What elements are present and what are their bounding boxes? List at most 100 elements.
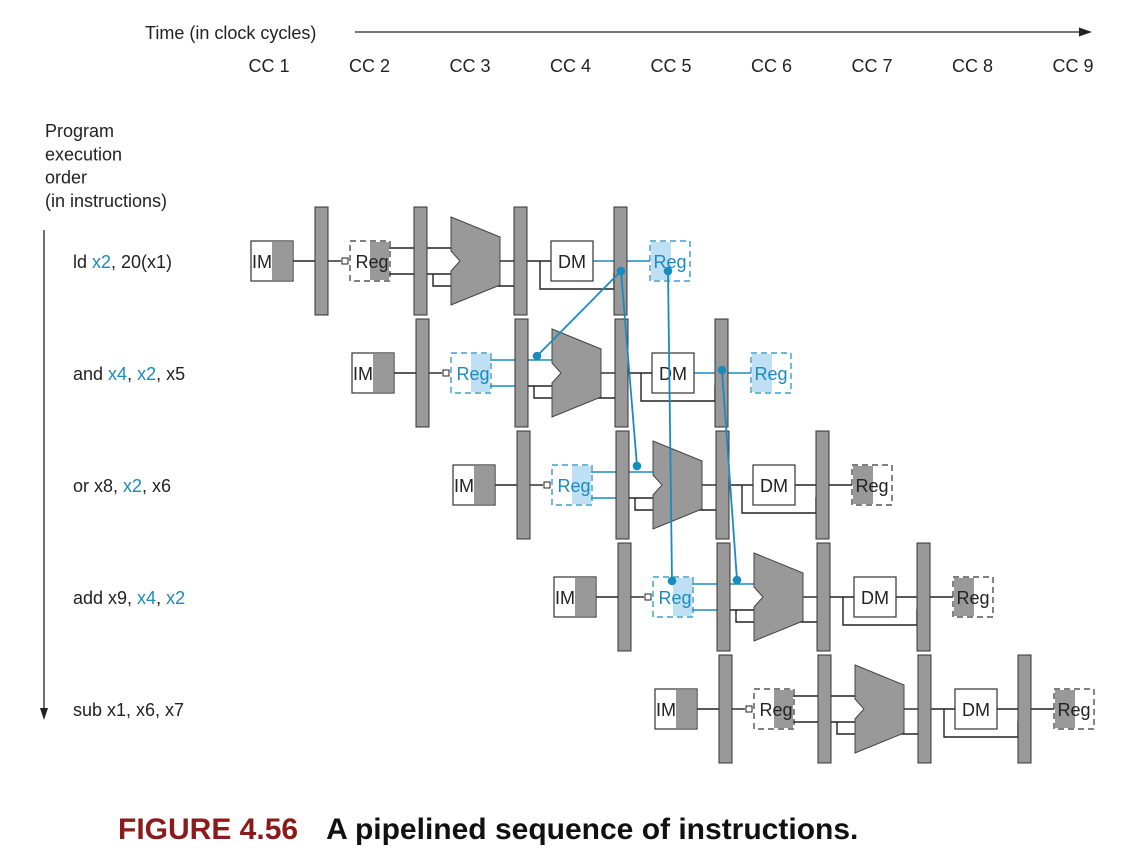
pipeline-register-bar [817, 654, 832, 764]
instruction-text: , 20(x1) [111, 252, 172, 272]
data-memory-box [954, 688, 998, 730]
pipeline-register-bar [916, 542, 931, 652]
instruction-text: , x5 [156, 364, 185, 384]
register-file-write-box [649, 240, 691, 282]
reg-read-shade [774, 690, 793, 728]
instruction-text: ld [73, 252, 92, 272]
reg-write-shade [752, 354, 772, 392]
pipeline-register-bar [413, 206, 428, 316]
register-highlight: x2 [137, 364, 156, 384]
forward-line [721, 369, 738, 581]
dm-label: DM [861, 588, 889, 608]
register-file-read-box [349, 240, 391, 282]
im-label: IM [252, 252, 272, 272]
dm-label: DM [962, 700, 990, 720]
figure-number: FIGURE 4.56 [118, 813, 299, 846]
reg-read-shade [572, 466, 591, 504]
pipeline-register-bar [615, 430, 630, 540]
im-label: IM [454, 476, 474, 496]
register-file-write-box [952, 576, 994, 618]
cycle-label: CC 2 [349, 56, 390, 76]
register-file-write-box [1053, 688, 1095, 730]
pipeline-register-bar [613, 206, 628, 316]
pipeline-register-bar [614, 318, 629, 428]
dm-label: DM [760, 476, 788, 496]
pipeline-register-bar [314, 206, 329, 316]
pipeline-register-bar [816, 542, 831, 652]
reg-port-icon [543, 481, 551, 489]
reg-read-shade [370, 242, 389, 280]
order-label-line: order [45, 168, 87, 188]
im-label: IM [353, 364, 373, 384]
forward-dot [732, 575, 742, 585]
alu-shape [652, 440, 703, 530]
register-file-read-box [551, 464, 593, 506]
cycle-label: CC 5 [650, 56, 691, 76]
instruction-text: and [73, 364, 108, 384]
pipeline-row: IM Reg DM Reg [654, 654, 1095, 764]
im-shade [373, 354, 393, 392]
im-label: IM [555, 588, 575, 608]
data-memory-box [550, 240, 594, 282]
order-label-line: execution [45, 144, 122, 164]
pipeline-row: IM Reg DM Reg [553, 542, 994, 652]
reg-write-shade [853, 466, 873, 504]
register-file-write-box [750, 352, 792, 394]
pipeline-register-bar [716, 542, 731, 652]
register-highlight: x4 [108, 364, 127, 384]
instruction-text: add x9, [73, 588, 137, 608]
register-highlight: x2 [166, 588, 185, 608]
reg-read-label: Reg [355, 252, 388, 272]
reg-write-label: Reg [653, 252, 686, 272]
forward-dot [632, 461, 642, 471]
reg-port-icon [745, 705, 753, 713]
reg-write-label: Reg [855, 476, 888, 496]
pipeline-register-bar [514, 318, 529, 428]
reg-read-shade [673, 578, 692, 616]
dm-label: DM [558, 252, 586, 272]
instruction-label: sub x1, x6, x7 [73, 700, 184, 720]
pipeline-register-bar [513, 206, 528, 316]
instruction-label: ld x2, 20(x1) [73, 252, 172, 272]
reg-read-label: Reg [456, 364, 489, 384]
order-label-line: (in instructions) [45, 191, 167, 211]
forward-line [536, 270, 622, 357]
register-file-write-box [851, 464, 893, 506]
forward-line [667, 270, 673, 582]
register-file-read-box [450, 352, 492, 394]
instruction-text: , [127, 364, 137, 384]
instruction-label: add x9, x4, x2 [73, 588, 185, 608]
im-shade [676, 690, 696, 728]
cycle-label: CC 9 [1052, 56, 1093, 76]
instruction-text: sub x1, x6, x7 [73, 700, 184, 720]
pipeline-row: IM Reg DM Reg [250, 206, 691, 316]
register-highlight: x4 [137, 588, 156, 608]
reg-read-label: Reg [658, 588, 691, 608]
cycle-label: CC 7 [851, 56, 892, 76]
forward-dot [616, 266, 626, 276]
cycle-label: CC 3 [449, 56, 490, 76]
forward-dot [663, 266, 673, 276]
reg-port-icon [644, 593, 652, 601]
time-arrowhead-icon [1079, 27, 1092, 37]
im-shade [474, 466, 494, 504]
register-highlight: x2 [123, 476, 142, 496]
forward-dot [717, 365, 727, 375]
instruction-text: , x6 [142, 476, 171, 496]
instruction-text: , [156, 588, 166, 608]
register-highlight: x2 [92, 252, 111, 272]
reg-write-shade [954, 578, 974, 616]
reg-write-label: Reg [956, 588, 989, 608]
reg-port-icon [341, 257, 349, 265]
cycle-label: CC 1 [248, 56, 289, 76]
cycle-label: CC 6 [751, 56, 792, 76]
instruction-label: or x8, x2, x6 [73, 476, 171, 496]
pipeline-row: IM Reg DM Reg [452, 430, 893, 540]
alu-shape [753, 552, 804, 642]
im-label: IM [656, 700, 676, 720]
pipeline-register-bar [917, 654, 932, 764]
pipeline-register-bar [715, 430, 730, 540]
figure-caption: FIGURE 4.56 A pipelined sequence of instr… [118, 813, 858, 847]
order-label-line: Program [45, 121, 114, 141]
